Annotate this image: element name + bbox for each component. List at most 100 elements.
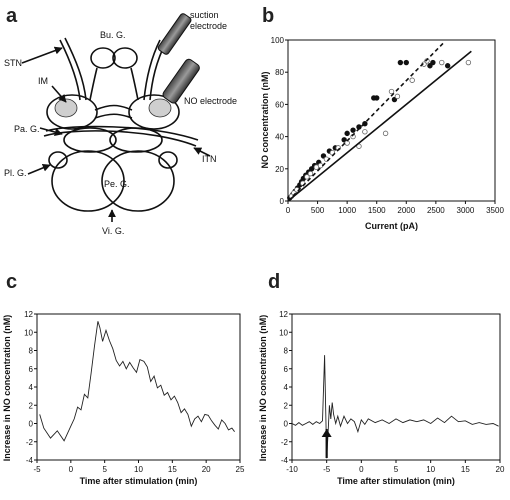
- x-tick-label-d: 20: [496, 465, 505, 474]
- regression-line-solid: [287, 50, 472, 202]
- arrow-im: [51, 85, 67, 103]
- y-tick-label-c: -2: [26, 438, 34, 447]
- y-tick-label-b: 80: [275, 68, 284, 77]
- pedal-ganglion-right: [101, 150, 175, 212]
- data-point-open: [439, 59, 445, 66]
- y-tick-label-c: 0: [29, 420, 34, 429]
- stn-nerve-right: [143, 39, 161, 101]
- data-point-filled: [427, 63, 433, 69]
- y-tick-label-d: 2: [284, 401, 289, 410]
- x-tick-label-c: 10: [134, 465, 143, 474]
- y-tick-label-c: 2: [29, 401, 34, 410]
- y-tick-label-d: 4: [284, 383, 289, 392]
- cerebral-ganglion-right: [128, 94, 180, 130]
- x-tick-label-b: 3000: [457, 206, 475, 215]
- x-tick-label-d: 15: [461, 465, 470, 474]
- label-bu-g: Bu. G.: [100, 30, 126, 40]
- arrow-pa-g: [39, 127, 63, 136]
- data-point-open: [388, 88, 395, 95]
- x-tick-label-b: 2000: [397, 206, 415, 215]
- label-suction: suction: [190, 10, 219, 20]
- label-pe-g: Pe. G.: [104, 179, 130, 189]
- y-tick-label-b: 100: [271, 36, 285, 45]
- y-tick-label-d: 6: [284, 365, 289, 374]
- x-tick-label-c: -5: [33, 465, 41, 474]
- y-tick-label-c: -4: [26, 456, 34, 465]
- chart-d: -10 -5 0 5 10 15 20 -4 -2 0 2 4 6 8 10 12 Time after sti…: [258, 310, 505, 486]
- y-tick-label-c: 12: [24, 310, 33, 319]
- label-pl-g: Pl. G.: [4, 168, 27, 178]
- data-point-filled: [374, 95, 380, 101]
- data-point-filled: [444, 63, 451, 69]
- data-point-filled: [350, 127, 356, 133]
- x-tick-label-b: 500: [311, 206, 325, 215]
- panel-a: a: [4, 5, 237, 236]
- trace-line-d: [291, 355, 499, 459]
- cerebral-ganglion-left: [46, 94, 98, 130]
- stimulation-arrow-head: [321, 428, 332, 437]
- panel-b-letter: b: [262, 5, 274, 27]
- data-point-filled: [430, 59, 436, 66]
- pedal-ganglion-left: [51, 150, 125, 212]
- data-point-filled: [320, 153, 327, 159]
- y-tick-label-c: 4: [29, 383, 34, 392]
- data-point-filled: [403, 59, 409, 66]
- y-tick-label-b: 20: [275, 165, 284, 174]
- x-tick-label-c: 5: [102, 465, 107, 474]
- label-pa-g: Pa. G.: [14, 124, 40, 134]
- x-tick-label-c: 20: [202, 465, 211, 474]
- chart-c: -5 0 5 10 15 20 25 -4 -2 0 2 4 6 8 10 12 Time after stim…: [2, 310, 245, 486]
- data-point-filled: [391, 96, 398, 103]
- y-tick-label-d: 8: [284, 347, 289, 356]
- y-axis-label-c: Increase in NO concentration (nM): [2, 315, 12, 462]
- y-tick-label-c: 8: [29, 347, 34, 356]
- y-tick-label-d: 12: [279, 310, 288, 319]
- data-point-filled: [397, 59, 404, 66]
- x-tick-label-c: 25: [236, 465, 245, 474]
- x-tick-label-c: 15: [168, 465, 177, 474]
- x-tick-label-d: -10: [286, 465, 298, 474]
- panel-b: b 0 500 1000 1500 2000 2500 3000 3500 0 20 40 60 80 1…: [260, 5, 504, 231]
- ganglia-diagram: [43, 37, 199, 212]
- panel-d: d -10 -5 0 5 10 15 20 -4 -2 0 2 4 6 8 10 12 Time after s…: [258, 271, 505, 486]
- label-itn: ITN: [202, 154, 217, 164]
- stn-nerve-left: [59, 39, 81, 101]
- x-tick-label-b: 3500: [486, 206, 504, 215]
- data-point-open: [409, 77, 415, 83]
- y-tick-label-c: 10: [24, 328, 33, 337]
- im-region-right: [148, 98, 172, 118]
- panel-a-letter: a: [6, 5, 18, 27]
- data-point-open: [307, 170, 314, 177]
- parietal-ganglion-left: [63, 127, 117, 153]
- y-axis-label-b: NO concentration (nM): [260, 72, 270, 169]
- y-tick-label-d: -4: [281, 456, 289, 465]
- data-point-open: [362, 129, 368, 135]
- label-stn: STN: [4, 58, 22, 68]
- suction-electrode: [157, 13, 192, 55]
- x-axis-label-c: Time after stimulation (min): [80, 476, 198, 486]
- x-tick-label-b: 2500: [427, 206, 445, 215]
- x-axis-label-b: Current (pA): [365, 221, 418, 231]
- y-tick-label-b: 40: [275, 133, 284, 142]
- data-point-filled: [308, 166, 315, 172]
- label-electrode: electrode: [190, 21, 227, 31]
- x-tick-label-b: 1000: [338, 206, 356, 215]
- panel-d-letter: d: [268, 271, 280, 293]
- x-tick-label-b: 1500: [368, 206, 386, 215]
- x-axis-label-d: Time after stimulation (min): [337, 476, 455, 486]
- data-point-open: [304, 174, 310, 180]
- y-tick-label-b: 0: [280, 197, 285, 206]
- data-point-filled: [341, 137, 347, 143]
- buccal-ganglion-right: [112, 47, 138, 69]
- panel-c-letter: c: [6, 271, 17, 293]
- trace-line-c: [39, 321, 235, 442]
- x-tick-label-d: 10: [426, 465, 435, 474]
- y-axis-label-d: Increase in NO concentration (nM): [258, 315, 268, 462]
- data-point-open: [344, 140, 350, 146]
- arrow-pl-g: [27, 164, 51, 175]
- data-point-filled: [344, 130, 350, 137]
- data-point-open: [382, 130, 389, 137]
- y-tick-label-d: 0: [284, 420, 289, 429]
- y-tick-label-c: 6: [29, 365, 34, 374]
